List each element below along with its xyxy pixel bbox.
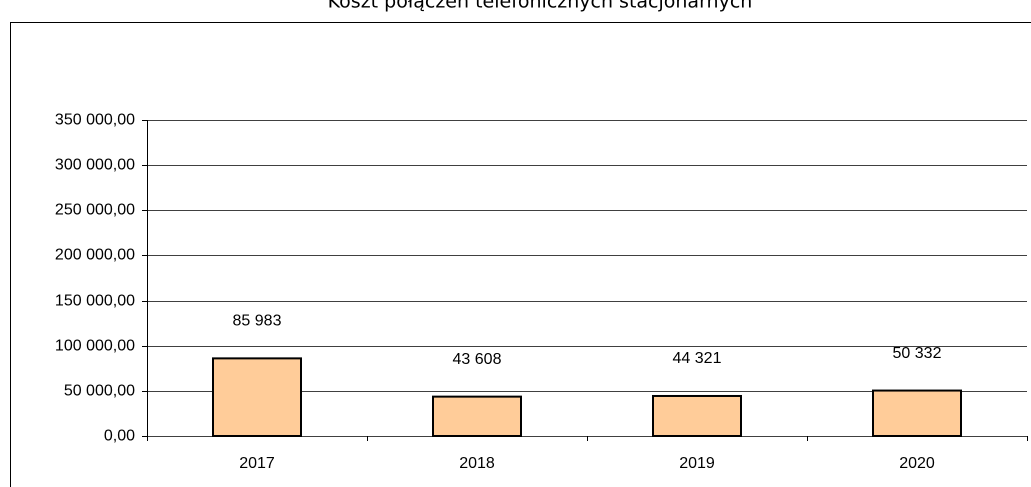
y-tick-label: 100 000,00 — [55, 338, 135, 355]
y-tick-label: 50 000,00 — [64, 383, 135, 400]
data-label: 50 332 — [893, 345, 942, 362]
bar — [432, 395, 522, 437]
x-tick-label: 2020 — [899, 455, 935, 472]
x-tick-label: 2018 — [459, 455, 495, 472]
y-tick-label: 350 000,00 — [55, 112, 135, 129]
y-tick-label: 150 000,00 — [55, 293, 135, 310]
y-tick-label: 300 000,00 — [55, 157, 135, 174]
y-tick-label: 0,00 — [104, 428, 135, 445]
data-label: 85 983 — [233, 313, 282, 330]
x-tick-label: 2019 — [679, 455, 715, 472]
y-tick-label: 250 000,00 — [55, 202, 135, 219]
x-tick-label: 2017 — [239, 455, 275, 472]
chart-title: Koszt połączeń telefonicznych stacjonarn… — [328, 0, 753, 13]
data-label: 44 321 — [673, 350, 722, 367]
y-tick-label: 200 000,00 — [55, 247, 135, 264]
bar — [212, 357, 302, 437]
bar — [652, 394, 742, 437]
bar — [872, 389, 962, 438]
data-label: 43 608 — [453, 351, 502, 368]
